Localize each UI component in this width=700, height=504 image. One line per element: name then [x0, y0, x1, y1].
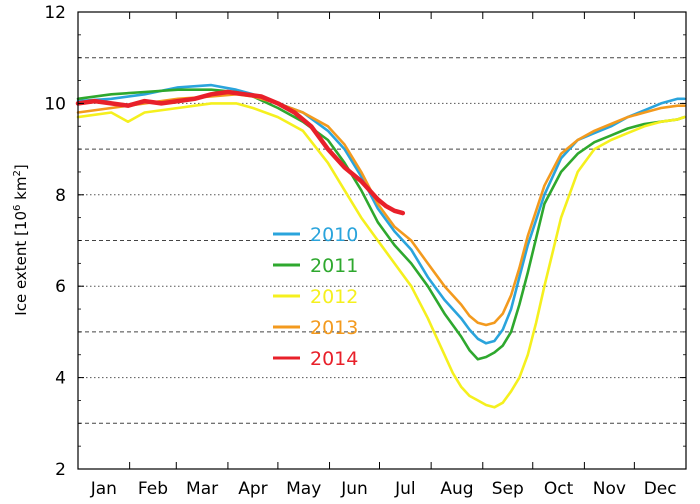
- x-tick-label: Nov: [593, 479, 626, 499]
- series-line-2013: [76, 93, 686, 327]
- legend-label-2012: 2012: [310, 286, 358, 308]
- legend-label-2013: 2013: [310, 317, 358, 339]
- x-tick-label: May: [286, 479, 321, 499]
- x-tick-label: Jan: [90, 479, 117, 499]
- x-tick-label: Dec: [644, 479, 677, 499]
- x-axis-ticks: Jan Feb Mar Apr May Jun Jul Aug Sep Oct Nov Dec: [77, 12, 677, 499]
- y-tick-label: 4: [55, 369, 66, 389]
- series-line-2014: [75, 89, 406, 216]
- x-tick-label: Jul: [394, 479, 416, 499]
- series-line-2012: [76, 102, 686, 409]
- legend-label-2011: 2011: [310, 255, 358, 277]
- x-tick-label: Oct: [544, 479, 574, 499]
- y-tick-label: 6: [55, 277, 66, 297]
- legend: 2010 2011 2012 2013 2014: [273, 224, 358, 370]
- x-tick-label: Feb: [138, 479, 168, 499]
- x-tick-label: Jun: [340, 479, 368, 499]
- ylabel-main: Ice extent [10: [12, 211, 30, 316]
- series-line-2010: [76, 83, 686, 345]
- x-tick-label: Sep: [492, 479, 524, 499]
- legend-label-2010: 2010: [310, 224, 358, 246]
- grid-lines: [78, 57, 686, 424]
- ylabel-close: ]: [12, 164, 30, 170]
- y-tick-label: 10: [44, 94, 66, 114]
- y-tick-label: 2: [55, 460, 66, 480]
- y-axis-label: Ice extent [106 km2]: [12, 164, 30, 315]
- y-tick-label: 8: [55, 186, 66, 206]
- legend-label-2014: 2014: [310, 348, 358, 370]
- series-lines: [75, 83, 686, 409]
- x-tick-label: Apr: [238, 479, 267, 499]
- y-tick-label: 12: [44, 3, 66, 23]
- x-tick-label: Mar: [186, 479, 218, 499]
- ylabel-unit: km: [12, 177, 30, 205]
- ylabel-sup: 6: [12, 205, 23, 211]
- ylabel-sup2: 2: [12, 170, 23, 176]
- x-tick-label: Aug: [440, 479, 473, 499]
- y-axis-ticks: 2 4 6 8 10 12: [44, 3, 686, 480]
